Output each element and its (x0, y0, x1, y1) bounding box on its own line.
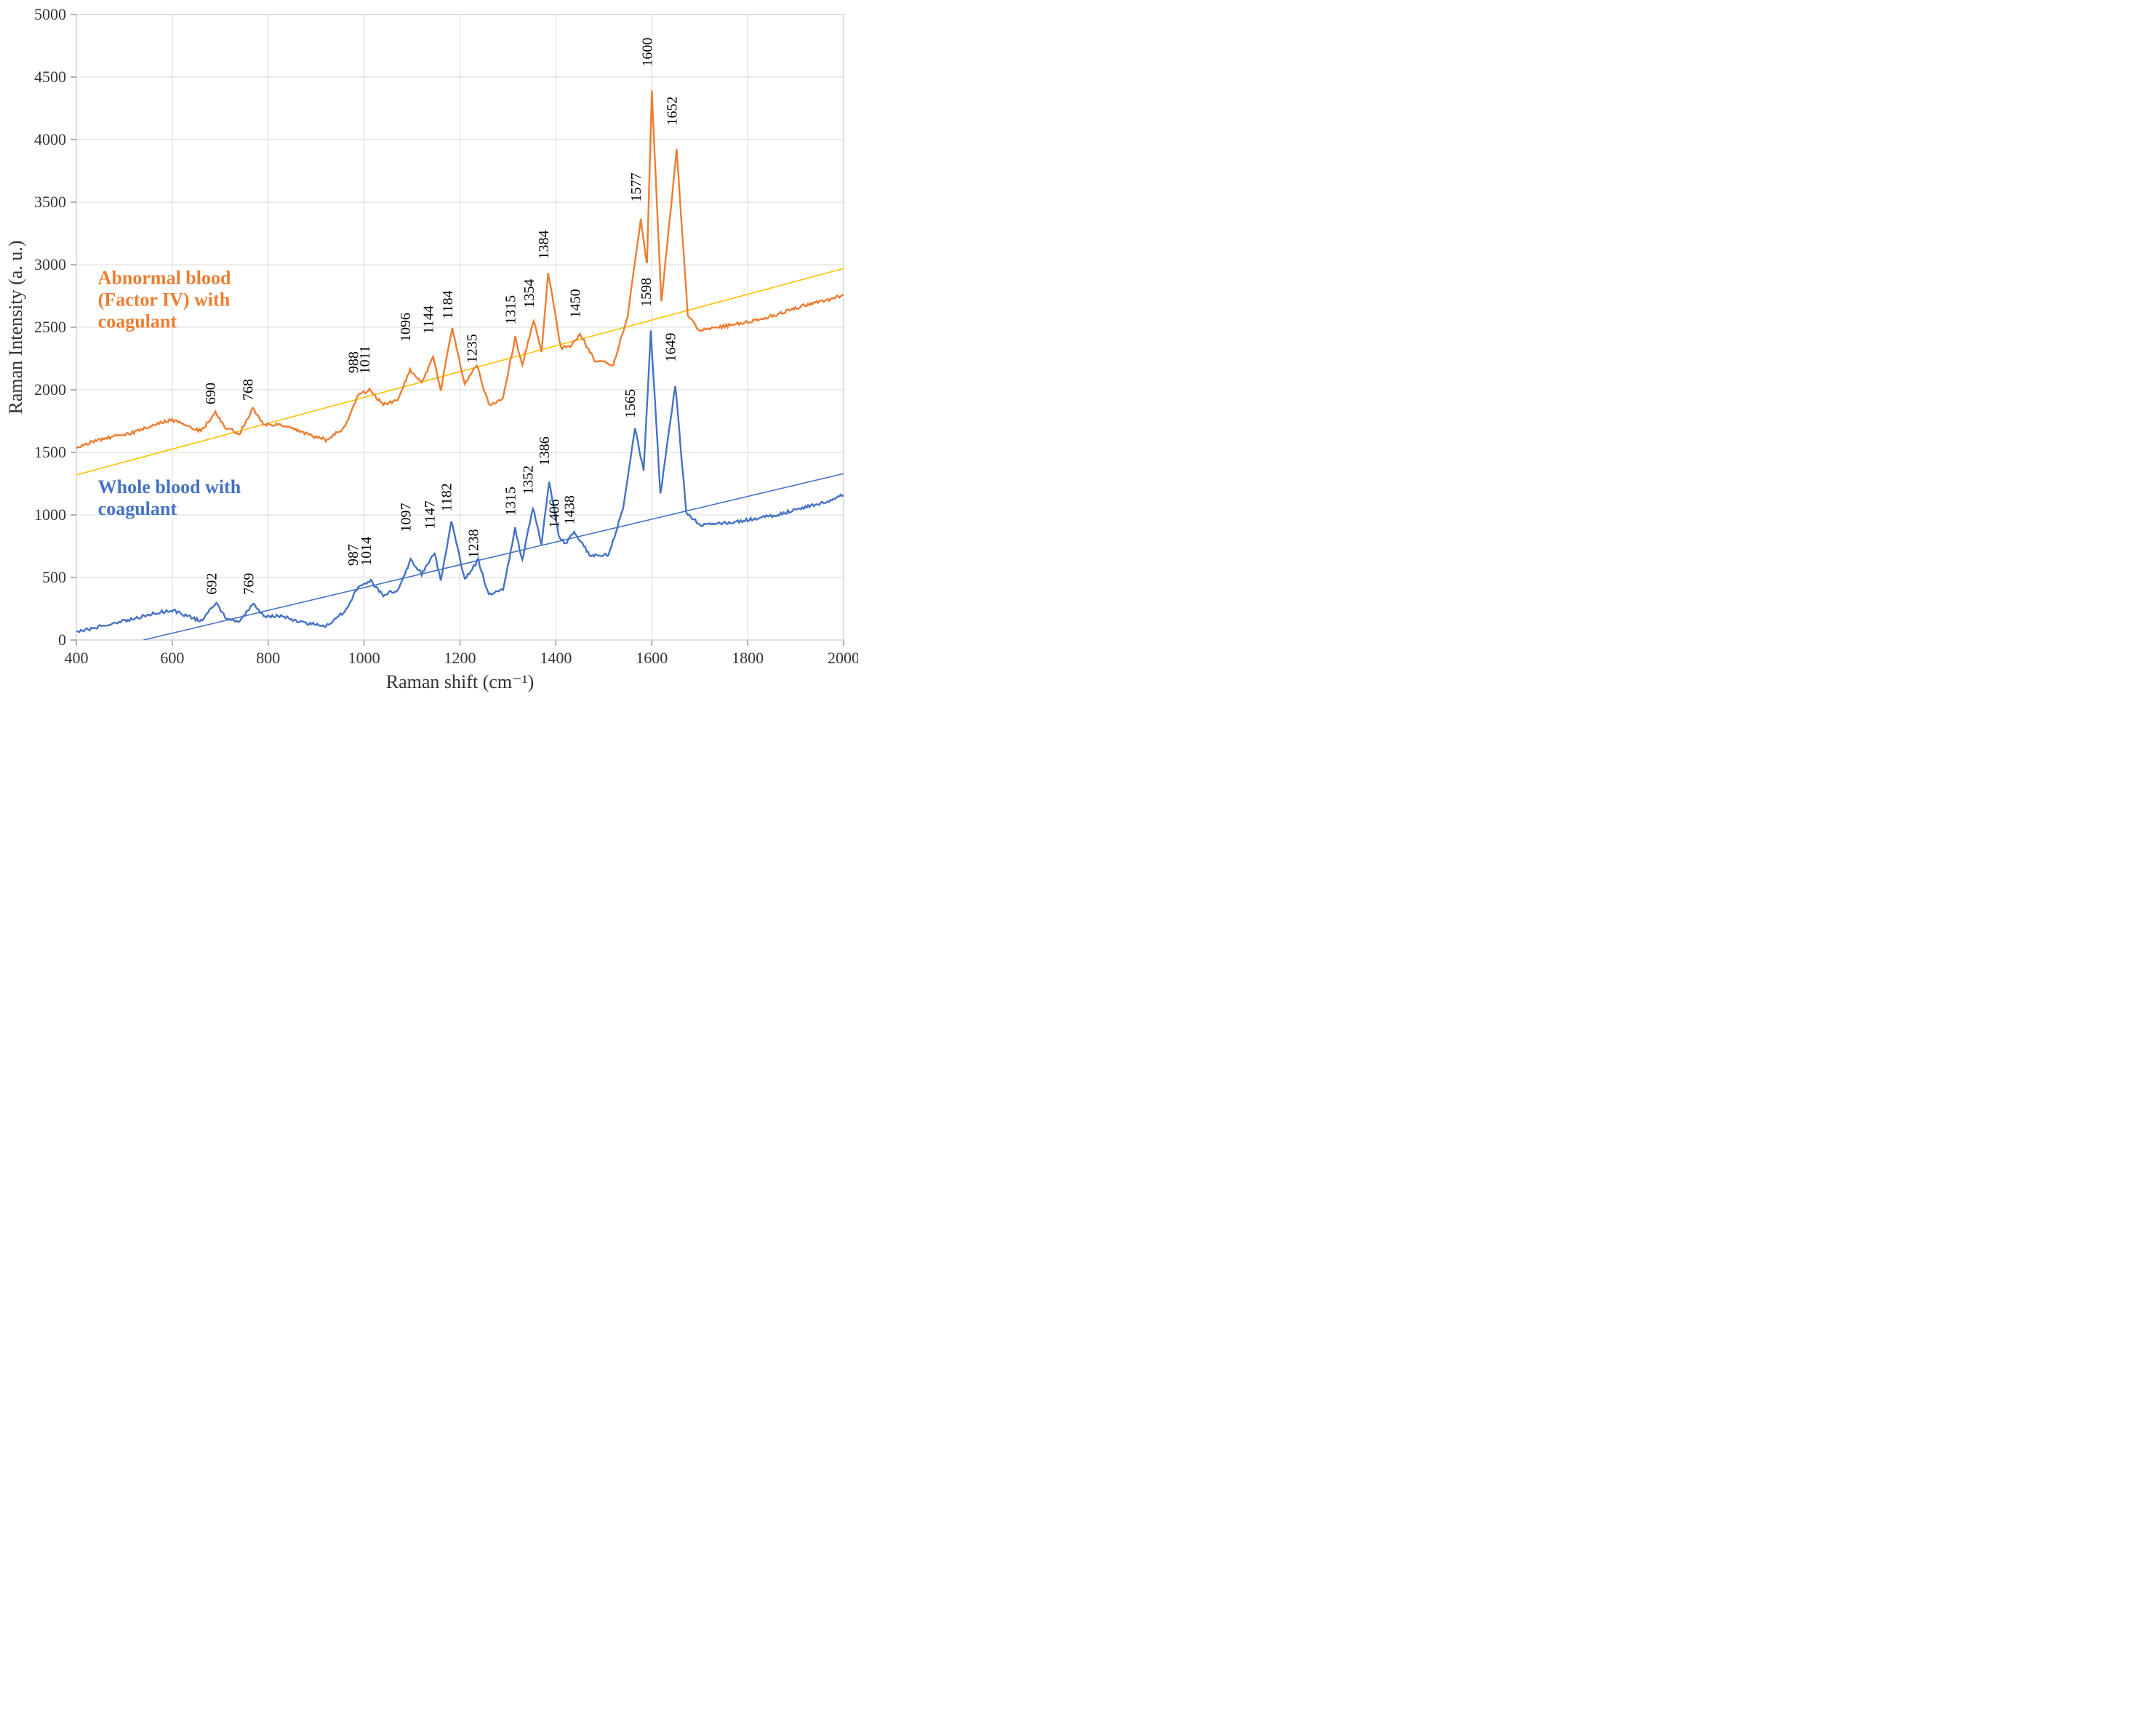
y-tick-label: 4000 (34, 130, 66, 148)
y-tick-label: 1000 (34, 505, 66, 524)
x-tick-label: 1600 (636, 649, 668, 667)
y-tick-label: 4500 (34, 68, 66, 86)
y-tick-label: 500 (42, 568, 66, 586)
peak-label-abnormal-1600: 1600 (639, 38, 655, 67)
peak-label-whole-1182: 1182 (439, 483, 455, 511)
peak-label-abnormal-1096: 1096 (398, 313, 414, 342)
x-tick-label: 1200 (444, 649, 476, 667)
peak-label-whole-1598: 1598 (639, 278, 655, 307)
peak-label-abnormal-1144: 1144 (421, 305, 437, 334)
x-axis-title: Raman shift (cm⁻¹) (386, 671, 534, 692)
peak-label-whole-1565: 1565 (623, 389, 639, 418)
peak-label-whole-692: 692 (204, 573, 220, 595)
y-tick-label: 2500 (34, 318, 66, 336)
series-label-abnormal-line1: (Factor IV) with (98, 289, 231, 311)
peak-label-abnormal-1315: 1315 (503, 295, 519, 324)
peak-label-whole-1097: 1097 (399, 503, 415, 532)
y-tick-label: 1500 (34, 443, 66, 461)
peak-label-whole-1406: 1406 (546, 499, 562, 528)
x-tick-label: 2000 (828, 649, 858, 667)
peak-label-whole-1147: 1147 (423, 500, 439, 529)
y-tick-label: 3500 (34, 193, 66, 211)
y-tick-label: 5000 (34, 5, 66, 23)
series-label-abnormal-line2: coagulant (98, 311, 177, 332)
peak-label-whole-1438: 1438 (561, 495, 577, 524)
series-label-whole-line1: coagulant (98, 498, 177, 519)
peak-label-abnormal-690: 690 (203, 383, 219, 404)
baseline-whole (143, 473, 844, 640)
peak-label-abnormal-1235: 1235 (465, 334, 481, 363)
x-tick-label: 1800 (732, 649, 764, 667)
peak-label-abnormal-768: 768 (241, 379, 257, 401)
peak-label-abnormal-1011: 1011 (357, 345, 373, 374)
peak-label-abnormal-1450: 1450 (567, 289, 583, 318)
peak-label-whole-1352: 1352 (521, 465, 537, 495)
x-tick-label: 400 (65, 649, 89, 667)
peak-label-abnormal-1577: 1577 (628, 172, 644, 201)
peak-label-whole-1315: 1315 (503, 487, 519, 516)
peak-label-abnormal-1354: 1354 (521, 279, 537, 308)
y-axis-title: Raman Intensity (a. u.) (5, 241, 26, 415)
peak-label-whole-1649: 1649 (663, 333, 679, 362)
peak-label-abnormal-1652: 1652 (665, 96, 681, 125)
peak-label-whole-1014: 1014 (359, 537, 375, 566)
series-label-whole: Whole blood withcoagulant (98, 476, 241, 519)
y-tick-label: 3000 (34, 255, 66, 273)
peak-label-whole-1386: 1386 (537, 436, 553, 465)
chart-svg: 400 600 800 1000 1200 1400 1600 1800 2000 0 500 100… (0, 0, 858, 694)
x-tick-label: 600 (160, 649, 184, 667)
x-tick-label: 800 (256, 649, 280, 667)
peak-label-abnormal-1384: 1384 (536, 230, 552, 259)
series-label-whole-line0: Whole blood with (98, 476, 241, 497)
x-tick-label: 1400 (540, 649, 572, 667)
y-tick-label: 0 (58, 631, 66, 649)
series-label-abnormal-line0: Abnormal blood (98, 268, 231, 289)
x-tick-label: 1000 (348, 649, 380, 667)
y-tick-label: 2000 (34, 380, 66, 399)
peak-label-whole-1238: 1238 (466, 529, 482, 559)
series-label-abnormal: Abnormal blood(Factor IV) withcoagulant (98, 268, 231, 332)
raman-spectrum-chart: 400 600 800 1000 1200 1400 1600 1800 2000 0 500 100… (0, 0, 858, 694)
peak-label-abnormal-1184: 1184 (440, 290, 456, 319)
peak-label-whole-769: 769 (241, 573, 257, 595)
